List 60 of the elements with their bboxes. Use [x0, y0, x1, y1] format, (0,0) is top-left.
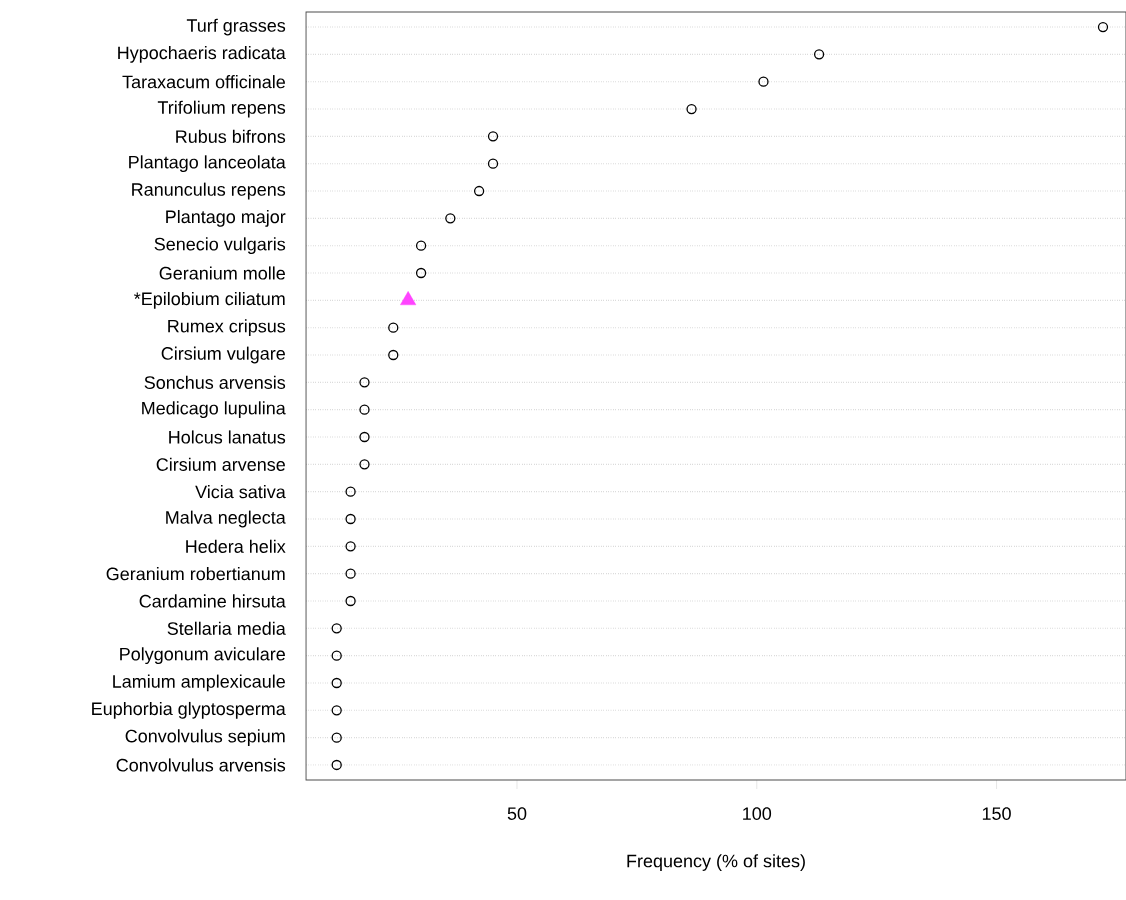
x-tick-label: 100 [743, 807, 772, 820]
y-tick-label: Rubus bifrons [176, 129, 286, 143]
point [359, 377, 370, 388]
point [345, 513, 356, 525]
y-tick-label: Vicia sativa [195, 485, 286, 499]
x-axis-title: Frequency (% of sites) [627, 854, 805, 871]
point [345, 595, 356, 607]
y-tick-label: Trifolium repens [157, 100, 286, 118]
y-tick-label: Senecio vulgaris [154, 237, 286, 255]
y-tick-label: Convolvulus sepium [125, 729, 285, 747]
y-tick-label: Convolvulus arvensis [116, 758, 286, 772]
y-tick-label: Turf grasses [186, 18, 286, 36]
point [345, 486, 356, 497]
y-tick-label: Stellaria media [167, 621, 286, 635]
point [758, 76, 769, 87]
point [331, 732, 342, 743]
y-tick-label: Holcus lanatus [169, 430, 286, 444]
y-tick-label: Polygonum aviculare [120, 647, 285, 665]
y-tick-label: Rumex cripsus [168, 319, 286, 337]
x-tick-label: 150 [982, 807, 1011, 820]
x-tick-label: 50 [507, 807, 527, 820]
point [331, 705, 342, 716]
y-tick-label: Hedera helix [186, 539, 286, 553]
point [400, 291, 417, 306]
y-tick-label: Plantago major [166, 209, 286, 227]
point [331, 677, 342, 689]
point [813, 49, 825, 60]
point [359, 431, 370, 443]
y-tick-label: Plantago lanceolata [129, 155, 286, 173]
point [345, 541, 356, 552]
point [359, 404, 370, 415]
point [445, 213, 456, 224]
y-tick-label: Cirsium arvense [156, 457, 285, 471]
point [473, 185, 485, 197]
y-tick-label: Sonchus arvensis [144, 375, 286, 389]
y-tick-label: Cardamine hirsuta [139, 594, 286, 608]
point [415, 267, 427, 279]
y-tick-label: *Epilobium ciliatum [134, 291, 285, 309]
point [359, 459, 370, 470]
y-tick-label: Euphorbia glyptosperma [92, 701, 286, 719]
point [1097, 21, 1109, 33]
y-tick-label: Malva neglecta [166, 510, 286, 528]
point [487, 131, 499, 142]
point [331, 759, 342, 771]
point [331, 623, 342, 634]
point [487, 158, 499, 169]
point [686, 103, 697, 115]
point [331, 650, 342, 661]
y-tick-label: Medicago lupulina [142, 401, 286, 419]
point [388, 349, 399, 361]
y-tick-label: Lamium amplexicaule [113, 674, 285, 692]
y-tick-label: Geranium molle [159, 266, 285, 280]
point [345, 568, 356, 579]
point [388, 322, 399, 333]
y-tick-label: Cirsium vulgare [161, 346, 285, 364]
point [415, 240, 427, 251]
y-tick-label: Geranium robertianum [106, 567, 285, 581]
y-tick-label: Taraxacum officinale [122, 75, 285, 89]
y-tick-label: Ranunculus repens [132, 182, 286, 200]
y-tick-label: Hypochaeris radicata [118, 45, 286, 63]
